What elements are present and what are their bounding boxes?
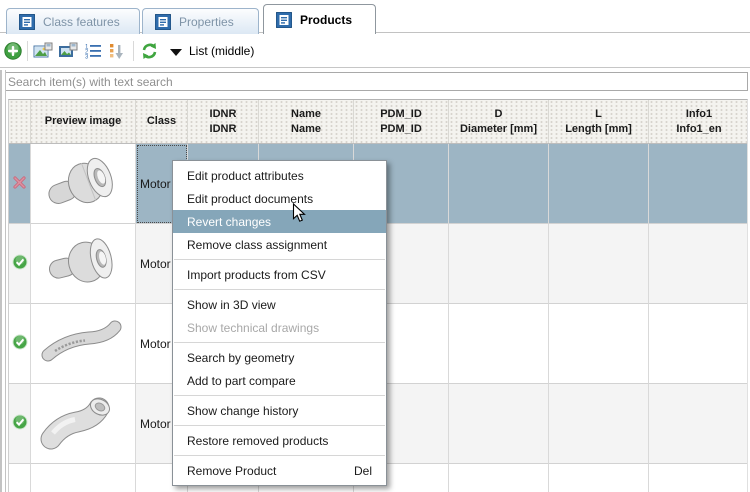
- column-header-name[interactable]: Name Name: [259, 100, 354, 143]
- svg-text:2: 2: [85, 50, 89, 56]
- refresh-icon[interactable]: [140, 41, 159, 61]
- menu-separator: [174, 289, 385, 290]
- menu-separator: [174, 259, 385, 260]
- sort-descending-icon[interactable]: [107, 41, 125, 61]
- menu-item-edit-product-documents[interactable]: Edit product documents: [173, 187, 386, 210]
- menu-item-label: Remove class assignment: [187, 237, 328, 252]
- status-cell: [9, 384, 31, 464]
- menu-item-restore-removed-products[interactable]: Restore removed products: [173, 429, 386, 452]
- menu-item-shortcut: Del: [353, 463, 372, 478]
- column-header-preview-image[interactable]: Preview image: [31, 100, 136, 143]
- export-image-icon[interactable]: [33, 41, 53, 61]
- menu-item-label: Edit product documents: [187, 191, 314, 206]
- menu-item-label: Show in 3D view: [187, 297, 276, 312]
- column-header-idnr[interactable]: IDNR IDNR: [188, 100, 259, 143]
- menu-item-revert-changes[interactable]: Revert changes: [173, 210, 386, 233]
- menu-item-label: Import products from CSV: [187, 267, 326, 282]
- data-cell[interactable]: [449, 144, 549, 224]
- column-header-info1[interactable]: Info1 Info1_en: [676, 107, 722, 135]
- menu-separator: [174, 342, 385, 343]
- status-cell: [9, 224, 31, 304]
- menu-item-search-by-geometry[interactable]: Search by geometry: [173, 346, 386, 369]
- add-icon[interactable]: [4, 41, 22, 61]
- menu-separator: [174, 395, 385, 396]
- menu-item-remove-class-assignment[interactable]: Remove class assignment: [173, 233, 386, 256]
- data-cell[interactable]: [649, 384, 747, 464]
- tab-strip: Class features Properties Products: [0, 0, 750, 34]
- menu-separator: [174, 455, 385, 456]
- column-header-d[interactable]: D Diameter [mm]: [449, 100, 549, 143]
- data-cell[interactable]: [449, 464, 549, 492]
- ok-status-icon: [12, 414, 28, 433]
- tab-label: Class features: [43, 14, 120, 29]
- dropdown-caret-icon[interactable]: [170, 49, 182, 56]
- mouse-cursor: [292, 202, 306, 228]
- menu-item-edit-product-attributes[interactable]: Edit product attributes: [173, 164, 386, 187]
- panel-left-border: [0, 70, 6, 492]
- data-cell[interactable]: [549, 384, 649, 464]
- menu-item-remove-product[interactable]: Remove Product Del: [173, 459, 386, 482]
- preview-image-cell: [31, 304, 136, 384]
- export-image-alt-icon[interactable]: [58, 41, 78, 61]
- data-cell[interactable]: [549, 144, 649, 224]
- data-cell[interactable]: [449, 224, 549, 304]
- data-cell[interactable]: [649, 304, 747, 384]
- menu-item-show-technical-drawings: Show technical drawings: [173, 316, 386, 339]
- menu-item-show-change-history[interactable]: Show change history: [173, 399, 386, 422]
- svg-text:1: 1: [85, 45, 89, 51]
- tab-class-features[interactable]: Class features: [6, 8, 140, 34]
- status-cell: [9, 144, 31, 224]
- search-input[interactable]: [2, 72, 748, 91]
- view-selector-label[interactable]: List (middle): [189, 44, 255, 58]
- form-icon: [275, 11, 293, 28]
- tab-products[interactable]: Products: [263, 4, 376, 34]
- removed-status-icon: [12, 175, 27, 193]
- data-cell[interactable]: [549, 224, 649, 304]
- status-cell: [9, 304, 31, 384]
- menu-item-add-to-part-compare[interactable]: Add to part compare: [173, 369, 386, 392]
- column-header-pdm-id[interactable]: PDM_ID PDM_ID: [354, 100, 449, 143]
- svg-text:3: 3: [85, 55, 89, 60]
- toolbar-separator: [27, 41, 28, 61]
- data-cell[interactable]: [649, 224, 747, 304]
- menu-item-label: Add to part compare: [187, 373, 296, 388]
- menu-item-label: Revert changes: [187, 214, 272, 229]
- menu-separator: [174, 425, 385, 426]
- menu-item-label: Show technical drawings: [187, 320, 320, 335]
- data-cell[interactable]: [549, 464, 649, 492]
- data-cell[interactable]: [449, 384, 549, 464]
- table-header-row: Preview image Class IDNR IDNR Name Name PDM_ID…: [9, 100, 747, 144]
- preview-image-cell: [31, 144, 136, 224]
- menu-item-label: Restore removed products: [187, 433, 329, 448]
- column-header-class[interactable]: Class: [136, 100, 188, 143]
- menu-item-show-in-3d-view[interactable]: Show in 3D view: [173, 293, 386, 316]
- ok-status-icon: [12, 254, 28, 273]
- data-cell[interactable]: [449, 304, 549, 384]
- ok-status-icon: [12, 334, 28, 353]
- menu-item-label: Remove Product: [187, 463, 277, 478]
- column-header-l[interactable]: L Length [mm]: [549, 100, 649, 143]
- column-header-status[interactable]: [9, 100, 31, 143]
- tab-label: Products: [300, 12, 353, 27]
- toolbar-separator: [133, 41, 134, 61]
- form-icon: [154, 13, 172, 30]
- menu-item-label: Search by geometry: [187, 350, 295, 365]
- preview-image-cell: [31, 224, 136, 304]
- menu-item-import-products-from-csv[interactable]: Import products from CSV: [173, 263, 386, 286]
- data-cell[interactable]: [649, 464, 747, 492]
- form-icon: [18, 13, 36, 30]
- menu-item-label: Show change history: [187, 403, 299, 418]
- data-cell[interactable]: [649, 144, 747, 224]
- status-cell: [9, 464, 31, 492]
- context-menu: Edit product attributes Edit product docu…: [172, 160, 387, 486]
- tab-properties[interactable]: Properties: [142, 8, 259, 34]
- data-cell[interactable]: [549, 304, 649, 384]
- preview-image-cell: [31, 384, 136, 464]
- menu-item-label: Edit product attributes: [187, 168, 304, 183]
- tab-label: Properties: [179, 14, 234, 29]
- preview-image-cell: [31, 464, 136, 492]
